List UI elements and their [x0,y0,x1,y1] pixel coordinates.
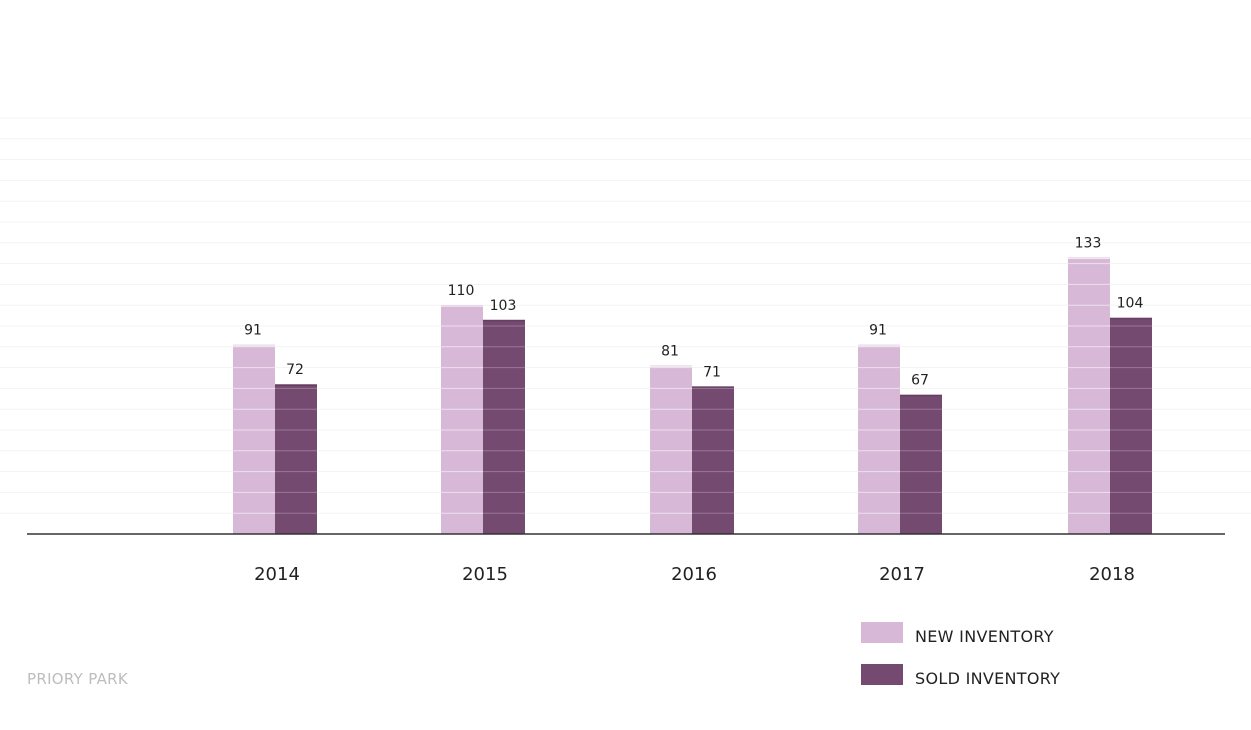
data-label-new-inventory-2015: 110 [448,283,475,299]
data-labels: 91 72 110 103 81 71 91 67 133 104 [244,235,1143,388]
x-tick-label-2016: 2016 [671,564,717,585]
bar-new-inventory-2016 [650,365,692,534]
legend-swatch-new-inventory [861,622,903,643]
x-tick-label-2017: 2017 [879,564,925,585]
legend-label-sold-inventory: SOLD INVENTORY [915,669,1060,688]
bar-sold-inventory-2017 [900,394,942,534]
data-label-new-inventory-2017: 91 [869,323,887,339]
x-tick-labels: 2014 2015 2016 2017 2018 [254,564,1135,585]
gridlines [0,117,1251,514]
legend: NEW INVENTORY SOLD INVENTORY [861,622,1060,688]
legend-label-new-inventory: NEW INVENTORY [915,627,1054,646]
bar-new-inventory-2017 [858,344,900,534]
data-label-sold-inventory-2017: 67 [911,373,929,389]
bar-sold-inventory-2016 [692,386,734,534]
bars [233,257,1152,534]
x-tick-label-2014: 2014 [254,564,300,585]
bar-new-inventory-2018 [1068,257,1110,534]
data-label-sold-inventory-2014: 72 [286,362,304,378]
data-label-new-inventory-2014: 91 [244,323,262,339]
footer-label: PRIORY PARK [27,670,129,688]
bar-sold-inventory-2014 [275,384,317,534]
data-label-sold-inventory-2016: 71 [703,364,721,380]
bar-new-inventory-2015 [441,305,483,534]
data-label-sold-inventory-2018: 104 [1117,296,1144,312]
bar-stripes [233,263,1152,514]
x-tick-label-2018: 2018 [1089,564,1135,585]
bar-new-inventory-2014 [233,344,275,534]
data-label-new-inventory-2016: 81 [661,344,679,360]
legend-swatch-sold-inventory [861,664,903,685]
x-tick-label-2015: 2015 [462,564,508,585]
data-label-new-inventory-2018: 133 [1075,235,1102,251]
bar-sold-inventory-2018 [1110,317,1152,534]
data-label-sold-inventory-2015: 103 [490,298,517,314]
bar-sold-inventory-2015 [483,319,525,534]
